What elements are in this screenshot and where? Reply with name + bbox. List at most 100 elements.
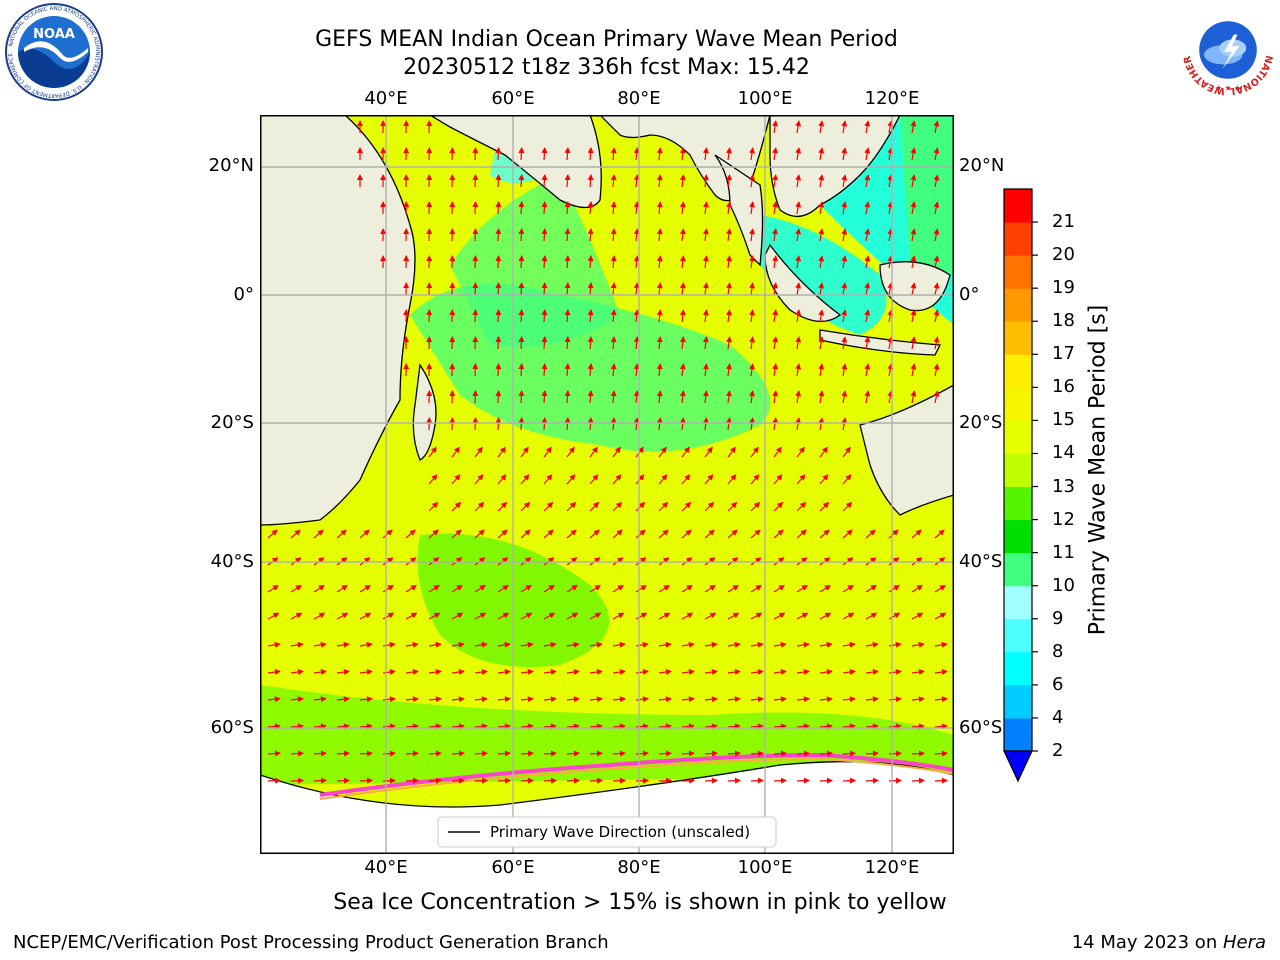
colorbar-tick-label: 12 — [1052, 508, 1075, 530]
wave-direction-arrow — [472, 390, 479, 404]
wave-direction-arrow — [865, 669, 879, 675]
wave-direction-arrow — [795, 336, 802, 350]
wave-direction-arrow — [681, 446, 690, 458]
wave-direction-arrow — [566, 669, 580, 675]
wave-direction-arrow — [796, 612, 809, 620]
wave-direction-arrow — [497, 669, 511, 675]
wave-direction-arrow — [633, 228, 640, 242]
wave-direction-arrow — [543, 723, 557, 730]
wave-direction-arrow — [750, 696, 764, 703]
wave-direction-arrow — [841, 174, 848, 188]
wave-direction-arrow — [934, 777, 948, 784]
colorbar-cell — [1004, 552, 1032, 587]
wave-direction-arrow — [472, 228, 479, 242]
period-zone-bay — [760, 215, 887, 335]
wave-direction-arrow — [587, 363, 594, 377]
wave-direction-arrow — [610, 417, 617, 431]
wave-direction-arrow — [474, 446, 483, 458]
wave-direction-arrow — [633, 147, 640, 161]
wave-direction-arrow — [888, 669, 902, 675]
wave-direction-arrow — [382, 777, 396, 784]
wave-direction-arrow — [702, 417, 709, 431]
wave-direction-arrow — [566, 723, 580, 730]
wave-direction-arrow — [610, 201, 617, 215]
wave-direction-arrow — [772, 417, 779, 431]
wave-direction-arrow — [566, 529, 577, 539]
colorbar-tick-label: 10 — [1052, 574, 1075, 596]
wave-direction-arrow — [497, 501, 508, 512]
wave-direction-arrow — [451, 612, 464, 620]
wave-direction-arrow — [658, 446, 667, 458]
wave-direction-arrow — [681, 501, 692, 512]
wave-direction-arrow — [566, 641, 580, 648]
wave-direction-arrow — [633, 282, 640, 296]
wave-direction-arrow — [520, 750, 534, 757]
wave-direction-arrow — [451, 777, 465, 784]
wave-direction-arrow — [497, 584, 509, 593]
colorbar-ticks — [1032, 221, 1038, 752]
wave-direction-arrow — [818, 363, 825, 377]
wave-direction-arrow — [725, 201, 732, 215]
wave-direction-arrow — [679, 228, 686, 242]
wave-direction-arrow — [495, 147, 502, 161]
wave-direction-arrow — [795, 174, 802, 188]
wave-direction-arrow — [796, 446, 805, 458]
wave-direction-arrow — [818, 174, 825, 188]
wave-direction-arrow — [725, 228, 732, 242]
colorbar-title: Primary Wave Mean Period [s] — [1085, 304, 1111, 636]
wave-direction-arrow — [610, 147, 617, 161]
wave-direction-arrow — [472, 309, 479, 323]
colorbar-tick-label: 6 — [1052, 673, 1064, 695]
wave-direction-arrow — [428, 696, 442, 703]
wave-direction-arrow — [451, 641, 465, 648]
wave-direction-arrow — [359, 612, 372, 620]
wave-direction-arrow — [566, 750, 580, 757]
wave-direction-arrow — [933, 255, 940, 269]
wave-direction-arrow — [727, 584, 739, 593]
wave-direction-arrow — [934, 612, 947, 620]
wave-direction-arrow — [474, 641, 488, 648]
wave-direction-arrow — [497, 529, 508, 539]
wave-direction-arrow — [587, 174, 594, 188]
wave-direction-arrow — [541, 336, 548, 350]
colorbar-tick-label: 8 — [1052, 640, 1064, 662]
wave-direction-arrow — [704, 529, 715, 539]
wave-direction-arrow — [888, 750, 902, 757]
wave-direction-arrow — [865, 641, 879, 648]
wave-direction-arrow — [336, 641, 350, 648]
wave-direction-arrow — [819, 669, 833, 675]
colorbar-tick-label: 19 — [1052, 277, 1075, 299]
wave-direction-arrow — [795, 120, 802, 134]
wave-direction-arrow — [864, 309, 871, 323]
wave-direction-arrow — [772, 147, 779, 161]
wave-direction-arrow — [495, 174, 502, 188]
colorbar-cell — [1004, 222, 1032, 256]
wave-direction-arrow — [382, 696, 396, 703]
wave-direction-arrow — [543, 641, 557, 648]
wave-direction-arrow — [658, 696, 672, 703]
wave-direction-arrow — [564, 201, 571, 215]
wave-direction-arrow — [543, 529, 554, 539]
colorbar-tick-label: 16 — [1052, 376, 1075, 398]
wave-direction-arrow — [564, 147, 571, 161]
wave-direction-arrow — [656, 309, 663, 323]
wave-direction-arrow — [656, 390, 663, 404]
wave-direction-arrow — [564, 228, 571, 242]
colorbar-tick-label: 18 — [1052, 310, 1075, 332]
wave-direction-arrow — [566, 474, 576, 485]
wave-direction-arrow — [589, 696, 603, 703]
wave-direction-arrow — [772, 363, 779, 377]
wave-direction-arrow — [819, 529, 830, 539]
wave-direction-arrow — [382, 750, 396, 757]
wave-direction-arrow — [841, 282, 848, 296]
wave-direction-arrow — [773, 529, 784, 539]
wave-direction-arrow — [702, 147, 709, 161]
wave-direction-arrow — [359, 696, 373, 703]
wave-direction-arrow — [841, 228, 848, 242]
wave-direction-arrow — [702, 228, 709, 242]
wave-direction-arrow — [887, 255, 894, 269]
wave-direction-arrow — [842, 474, 852, 485]
lon-top-100e: 100°E — [737, 88, 793, 109]
wave-direction-arrow — [313, 584, 325, 593]
wave-direction-arrow — [864, 255, 871, 269]
